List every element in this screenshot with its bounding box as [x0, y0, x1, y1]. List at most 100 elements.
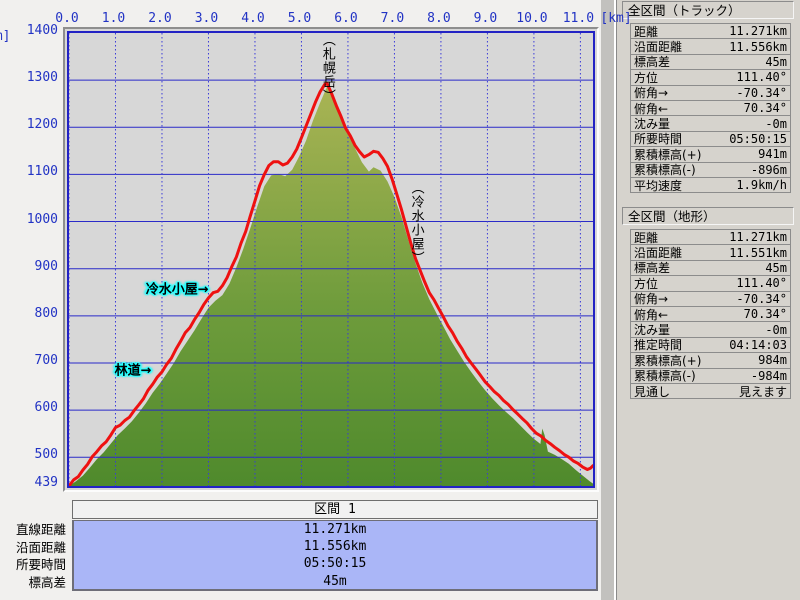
- stat-value: -0m: [765, 116, 787, 131]
- x-tick-label: 11.0: [562, 11, 595, 26]
- x-tick-label: 9.0: [473, 11, 498, 26]
- section-label: 所要時間: [15, 557, 66, 572]
- stat-value: 11.271km: [729, 24, 787, 39]
- stat-value: 984m: [758, 353, 787, 368]
- stat-label: 推定時間: [634, 338, 683, 353]
- stat-label: 俯角←: [634, 307, 669, 322]
- stat-row[interactable]: 距離 11.271km: [630, 229, 791, 246]
- stat-label: 沿面距離: [634, 40, 683, 55]
- stat-row[interactable]: 標高差 45m: [630, 259, 791, 277]
- sidebar-section-title-track: 全区間（トラック）: [622, 1, 794, 19]
- section-header[interactable]: 区間 1: [72, 500, 598, 519]
- stat-label: 沿面距離: [634, 246, 683, 261]
- stat-row[interactable]: 俯角← 70.34°: [630, 305, 791, 323]
- stat-label: 所要時間: [634, 132, 683, 147]
- y-tick-label: 700: [34, 352, 58, 368]
- y-tick-label: 1200: [26, 117, 58, 133]
- stat-row[interactable]: 方位 111.40°: [630, 275, 791, 292]
- stat-value: 1.9km/h: [736, 178, 787, 193]
- stat-label: 標高差: [634, 261, 671, 276]
- stat-row[interactable]: 距離 11.271km: [630, 23, 791, 40]
- y-min-label: 439: [34, 475, 58, 490]
- stat-value: -0m: [765, 322, 787, 337]
- sidebar-table-terrain: 距離 11.271km 沿面距離 11.551km 標高差 45m 方位 111…: [630, 229, 791, 400]
- stats-sidebar: 全区間（トラック） 距離 11.271km 沿面距離 11.556km 標高差 …: [617, 0, 800, 600]
- stat-value: 見えます: [738, 384, 787, 399]
- x-tick-label: 1.0: [101, 11, 126, 26]
- stat-label: 見通し: [634, 384, 671, 399]
- stat-value: 45m: [765, 54, 787, 69]
- stat-row[interactable]: 俯角→ -70.34°: [630, 290, 791, 307]
- stat-value: 70.34°: [743, 307, 787, 322]
- stat-value: 04:14:03: [729, 337, 787, 352]
- stat-row[interactable]: 累積標高(+) 984m: [630, 352, 791, 369]
- stat-row[interactable]: 累積標高(-) -896m: [630, 161, 791, 178]
- stat-row[interactable]: 平均速度 1.9km/h: [630, 176, 791, 194]
- stat-label: 方位: [634, 276, 659, 291]
- stat-value: 111.40°: [736, 276, 787, 291]
- y-tick-label: 800: [34, 305, 58, 321]
- x-tick-label: 10.0: [516, 11, 548, 26]
- stat-label: 累積標高(+): [634, 147, 702, 162]
- stat-row[interactable]: 標高差 45m: [630, 53, 791, 71]
- y-tick-label: 900: [34, 258, 58, 274]
- gridlines: [68, 33, 593, 486]
- stat-value: 11.551km: [729, 245, 787, 260]
- stat-row[interactable]: 累積標高(-) -984m: [630, 367, 791, 384]
- x-tick-label: 7.0: [380, 11, 405, 26]
- stat-row[interactable]: 俯角→ -70.34°: [630, 84, 791, 101]
- stat-value: -70.34°: [736, 291, 787, 306]
- stat-label: 標高差: [634, 55, 671, 70]
- stat-row[interactable]: 沿面距離 11.551km: [630, 244, 791, 261]
- stat-value: 70.34°: [743, 101, 787, 116]
- sidebar-table-track: 距離 11.271km 沿面距離 11.556km 標高差 45m 方位 111…: [630, 23, 791, 194]
- stat-label: 俯角←: [634, 101, 669, 116]
- stat-row[interactable]: 沈み量 -0m: [630, 115, 791, 132]
- stat-row[interactable]: 方位 111.40°: [630, 69, 791, 86]
- section-label: 直線距離: [15, 522, 66, 537]
- stat-value: 111.40°: [736, 70, 787, 85]
- stat-label: 平均速度: [634, 178, 683, 193]
- section-value: 05:50:15: [303, 556, 367, 572]
- stat-value: 11.556km: [729, 39, 787, 54]
- splitter-handle[interactable]: [614, 0, 616, 600]
- stat-value: 05:50:15: [729, 131, 787, 146]
- plot-frame: [67, 31, 595, 488]
- section-value: 45m: [323, 573, 347, 589]
- stat-label: 累積標高(-): [634, 369, 696, 384]
- y-tick-label: 1400: [26, 23, 58, 38]
- stat-label: 距離: [634, 24, 659, 39]
- stat-row[interactable]: 累積標高(+) 941m: [630, 146, 791, 163]
- y-axis-unit-label: [m]: [0, 29, 11, 44]
- y-tick-label: 1000: [26, 211, 58, 227]
- y-tick-label: 600: [34, 400, 58, 416]
- x-tick-label: 8.0: [427, 11, 451, 26]
- x-tick-label: 4.0: [241, 11, 265, 26]
- stat-label: 累積標高(-): [634, 163, 696, 178]
- section-values: 11.271km 11.556km 05:50:15 45m: [72, 520, 598, 591]
- stat-row[interactable]: 所要時間 05:50:15: [630, 130, 791, 148]
- y-tick-label: 1100: [26, 164, 58, 180]
- y-tick-label: 500: [34, 447, 58, 463]
- elevation-chart[interactable]: [67, 31, 595, 488]
- terrain-area: [69, 86, 593, 486]
- x-tick-label: 6.0: [334, 11, 358, 26]
- stat-label: 累積標高(+): [634, 353, 702, 368]
- stat-row[interactable]: 推定時間 04:14:03: [630, 336, 791, 354]
- section-labels: 直線距離 沿面距離 所要時間 標高差: [0, 521, 66, 591]
- stat-row[interactable]: 見通し 見えます: [630, 382, 791, 400]
- section-value: 11.271km: [303, 522, 367, 537]
- stat-label: 距離: [634, 230, 659, 245]
- x-tick-label: 2.0: [148, 11, 172, 26]
- stat-row[interactable]: 沿面距離 11.556km: [630, 38, 791, 55]
- stat-label: 俯角→: [634, 292, 669, 307]
- stat-value: -896m: [750, 162, 787, 177]
- x-axis-unit-label: [km]: [600, 11, 632, 26]
- stat-row[interactable]: 俯角← 70.34°: [630, 99, 791, 117]
- splitter-shadow: [616, 0, 617, 600]
- panel-gutter: [601, 0, 614, 600]
- stat-row[interactable]: 沈み量 -0m: [630, 321, 791, 338]
- stat-label: 沈み量: [634, 323, 671, 338]
- waypoint-label: 冷水小屋→: [145, 282, 209, 298]
